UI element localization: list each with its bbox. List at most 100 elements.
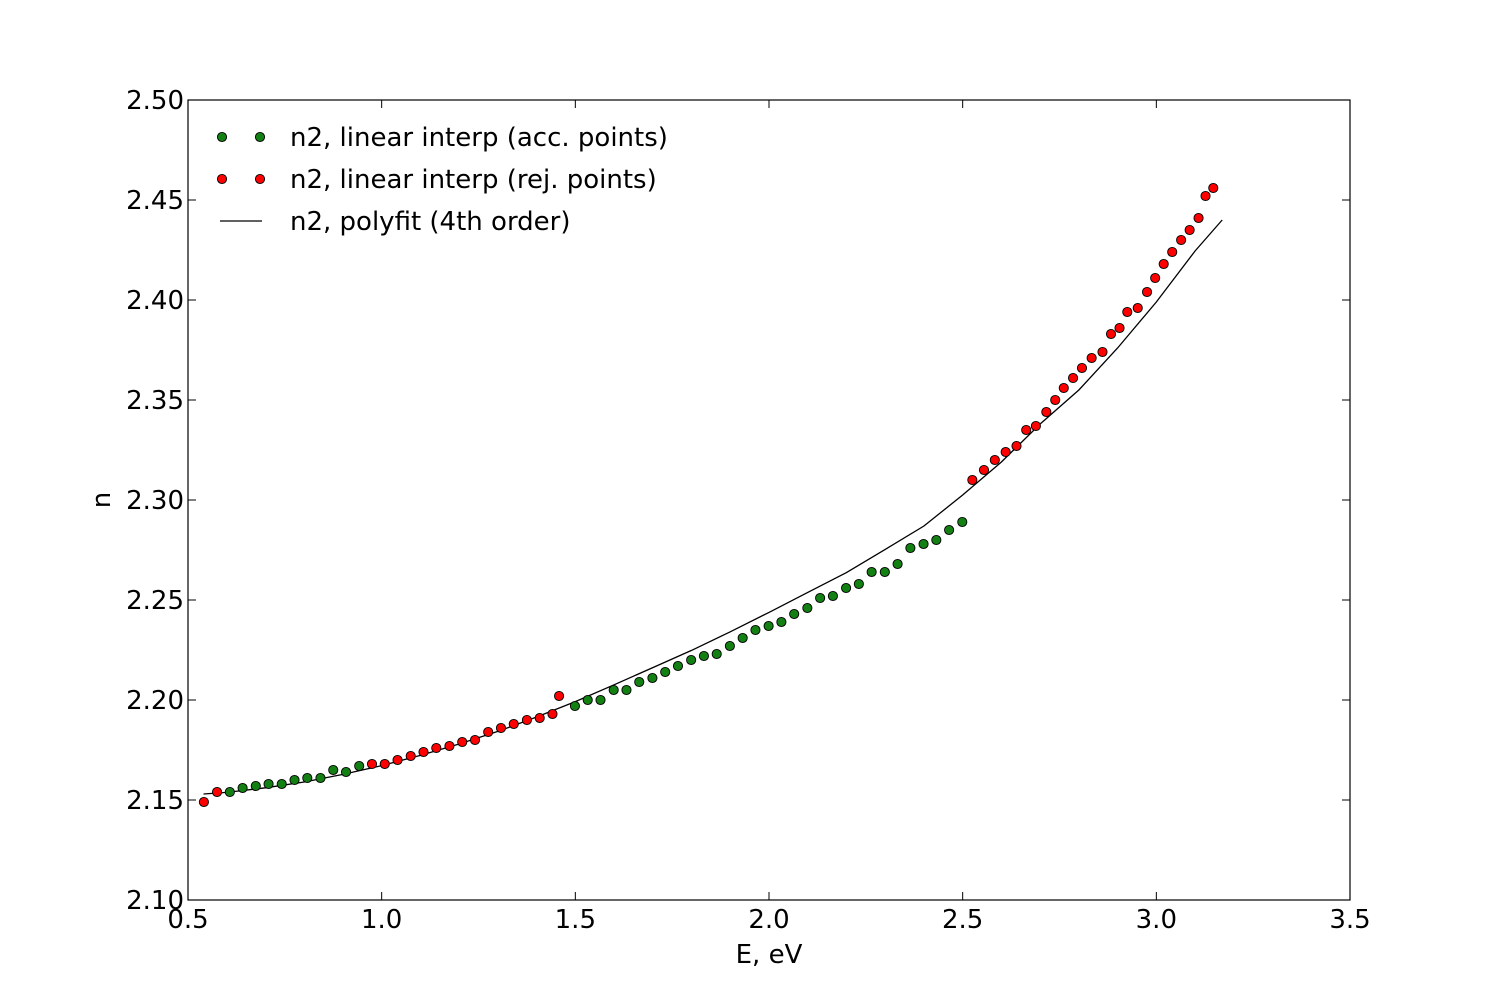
accepted-point (711, 648, 722, 660)
x-tick-label: 3.0 (1136, 905, 1177, 935)
accepted-point (737, 632, 748, 644)
y-axis-label: n (87, 492, 117, 508)
accepted-point (957, 516, 968, 528)
accepted-point (354, 760, 365, 772)
rejected-point (1058, 382, 1069, 394)
accepted-point (724, 640, 735, 652)
accepted-point (672, 660, 684, 672)
accepted-point (302, 772, 313, 784)
rejected-point (1011, 440, 1022, 452)
accepted-point (686, 654, 697, 666)
legend-label: n2, linear interp (rej. points) (290, 165, 657, 195)
accepted-point (763, 620, 774, 632)
accepted-point (224, 786, 235, 798)
rejected-point (1184, 224, 1195, 236)
accepted-point (750, 624, 761, 636)
accepted-point (315, 772, 326, 784)
accepted-point (789, 608, 800, 620)
accepted-point (647, 672, 658, 684)
rejected-point (1021, 424, 1032, 436)
rejected-point (1068, 372, 1079, 384)
x-tick-label: 2.0 (748, 905, 789, 935)
accepted-point (263, 778, 274, 790)
legend-marker (216, 173, 228, 185)
rejected-point (978, 464, 990, 476)
rejected-point (1208, 182, 1219, 194)
accepted-point (879, 566, 890, 578)
polyfit-line (203, 219, 1223, 795)
y-tick-label: 2.15 (126, 786, 184, 816)
accepted-point (237, 782, 248, 794)
x-tick-label: 2.5 (942, 905, 983, 935)
y-tick-label: 2.30 (126, 486, 184, 516)
rejected-point (967, 474, 978, 486)
accepted-point (595, 694, 606, 706)
accepted-point (250, 780, 261, 792)
y-tick-label: 2.45 (126, 186, 184, 216)
legend-marker (216, 131, 228, 143)
rejected-point (1122, 306, 1133, 318)
rejected-point (554, 690, 565, 702)
accepted-point (853, 578, 864, 590)
rejected-point (989, 454, 1000, 466)
rejected-point (379, 758, 390, 770)
accepted-point (660, 666, 671, 678)
rejected-point (1041, 406, 1052, 418)
y-tick-label: 2.20 (126, 686, 184, 716)
accepted-point (289, 774, 300, 786)
rejected-point (392, 754, 403, 766)
legend-label: n2, polyfit (4th order) (290, 207, 571, 237)
accepted-point (802, 602, 813, 614)
x-tick-label: 3.5 (1329, 905, 1370, 935)
rejected-point (1030, 420, 1041, 432)
y-axis-ticks: 2.10 2.15 2.20 2.25 2.30 2.35 2.40 2.45 2.50 (126, 86, 1350, 916)
accepted-point (905, 542, 916, 554)
accepted-point (827, 590, 838, 602)
rejected-point (1176, 234, 1187, 246)
y-tick-label: 2.25 (126, 586, 184, 616)
rejected-point (1097, 346, 1108, 358)
rejected-point (1086, 352, 1097, 364)
rejected-point (1050, 394, 1061, 406)
rejected-point (483, 726, 494, 738)
accepted-point (892, 558, 903, 570)
rejected-point (1200, 190, 1211, 202)
x-tick-label: 0.5 (167, 905, 208, 935)
accepted-point (634, 676, 645, 688)
rejected-point (457, 736, 468, 748)
x-axis-label: E, eV (736, 940, 803, 970)
rejected-point (366, 758, 378, 770)
rejected-point (444, 740, 455, 752)
rejected-point (418, 746, 429, 758)
rejected-point (1141, 286, 1153, 298)
accepted-point (608, 684, 619, 696)
rejected-point (1132, 302, 1143, 314)
x-tick-label: 1.5 (555, 905, 596, 935)
x-tick-label: 1.0 (361, 905, 402, 935)
rejected-point (1105, 328, 1117, 340)
accepted-point (866, 566, 877, 578)
rejected-point (1150, 272, 1161, 284)
accepted-point (918, 538, 929, 550)
accepted-point (931, 534, 942, 546)
accepted-point (698, 650, 709, 662)
accepted-point (328, 764, 339, 776)
plot-frame (187, 99, 1351, 901)
y-tick-label: 2.35 (126, 386, 184, 416)
accepted-point (340, 766, 352, 778)
rejected-point (211, 786, 223, 798)
y-tick-label: 2.50 (126, 86, 184, 116)
rejected-point (1076, 362, 1088, 374)
y-tick-label: 2.40 (126, 286, 184, 316)
y-tick-label: 2.10 (126, 886, 184, 916)
accepted-point (815, 592, 826, 604)
rejected-point (1158, 258, 1169, 270)
plot-area-content (198, 182, 1223, 808)
legend: n2, linear interp (acc. points) n2, linea… (216, 123, 668, 237)
accepted-point (944, 524, 955, 536)
accepted-point (569, 700, 580, 712)
rejected-point (405, 750, 416, 762)
accepted-point (582, 694, 593, 706)
x-axis-ticks: 0.5 1.0 1.5 2.0 2.5 3.0 3.5 (167, 100, 1371, 935)
